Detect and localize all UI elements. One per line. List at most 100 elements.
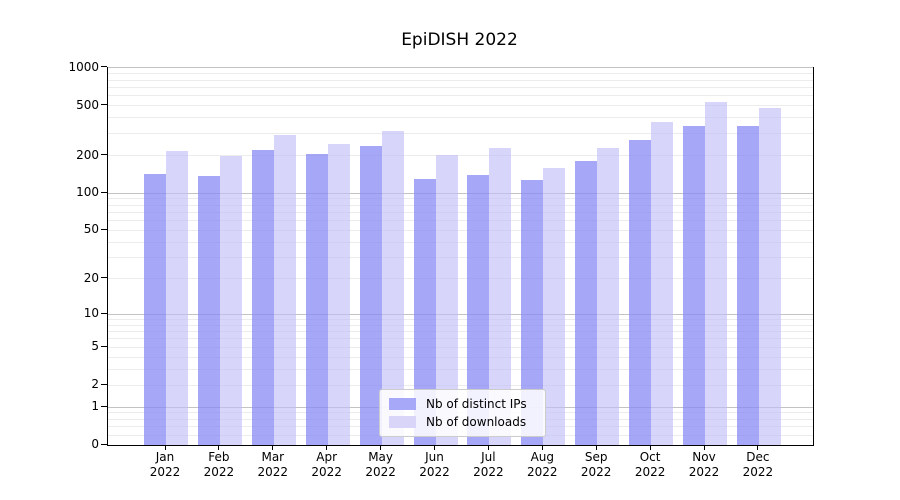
plot-area: Nb of distinct IPs Nb of downloads [107,67,814,446]
bar-sep-distinct-ips [575,161,598,445]
x-tick-month: Oct [639,450,661,464]
bar-nov-downloads [705,101,727,445]
gridline-major [108,192,813,194]
x-tick-label-jun: Jun 2022 [400,450,470,480]
x-tick-mark [380,445,382,450]
gridline-minor [108,204,813,206]
legend-item-downloads: Nb of downloads [389,415,536,429]
y-tick-mark [101,104,107,106]
gridline-minor [108,368,813,370]
x-tick-label-nov: Nov 2022 [669,450,739,480]
gridline-major [108,67,813,69]
legend-item-distinct-ips: Nb of distinct IPs [389,397,536,411]
x-tick-mark [218,445,220,450]
gridline-minor [108,117,813,119]
bar-nov-distinct-ips [683,125,705,445]
gridline-minor [108,73,813,75]
x-tick-label-may: May 2022 [346,450,416,480]
y-tick-mark [101,345,107,347]
bar-jan-distinct-ips [144,173,166,445]
bar-jan-downloads [166,151,188,445]
x-tick-month: Aug [530,450,555,464]
gridline-minor [108,338,813,340]
y-tick-mark [101,312,107,314]
y-tick-label-0: 0 [91,437,99,451]
gridline-minor [108,229,813,231]
x-tick-year: 2022 [688,465,720,479]
x-tick-label-jul: Jul 2022 [453,450,523,480]
x-tick-month: Mar [261,450,285,464]
x-tick-month: Dec [746,450,770,464]
x-tick-label-aug: Aug 2022 [507,450,577,480]
gridline-minor [108,331,813,333]
y-tick-label-5: 5 [91,339,99,354]
x-tick-label-sep: Sep 2022 [561,450,631,480]
x-tick-month: Feb [208,450,230,464]
gridline-minor [108,79,813,81]
x-tick-label-jan: Jan 2022 [130,450,200,480]
gridline-minor [108,278,813,280]
gridline-minor [108,105,813,107]
gridline-minor [108,257,813,259]
bar-jul-downloads [489,148,512,445]
bar-feb-distinct-ips [197,176,220,445]
y-tick-mark [101,383,107,385]
bar-jul-distinct-ips [467,174,490,445]
x-tick-mark [326,445,328,450]
legend-swatch-distinct-ips [389,398,416,410]
x-tick-mark [434,445,435,450]
x-tick-label-dec: Dec 2022 [723,450,793,480]
gridline-minor [108,241,813,243]
x-tick-mark [595,445,597,450]
bar-apr-downloads [327,143,350,445]
x-tick-month: Nov [692,450,716,464]
bar-mar-distinct-ips [251,149,274,445]
bar-apr-distinct-ips [305,154,328,445]
gridline-minor [108,346,813,348]
x-tick-year: 2022 [203,465,235,479]
bar-feb-downloads [219,156,242,445]
x-tick-year: 2022 [527,465,558,479]
x-tick-year: 2022 [473,465,504,479]
x-tick-month: Jan [155,450,175,464]
bar-jun-downloads [435,155,458,445]
x-tick-month: Sep [584,450,608,464]
gridline-minor [108,133,813,135]
gridline-minor [108,86,813,88]
y-tick-label-500: 500 [76,97,99,112]
x-tick-mark [703,445,705,450]
gridline-minor [108,95,813,97]
x-tick-mark [649,445,651,450]
bar-oct-distinct-ips [629,140,652,445]
chart-title: EpiDISH 2022 [401,30,518,50]
bar-dec-downloads [758,107,781,445]
y-tick-mark [101,191,107,193]
x-tick-month: May [368,450,393,464]
x-tick-mark [487,445,489,450]
legend-swatch-downloads [389,416,416,428]
y-tick-label-50: 50 [83,222,99,237]
gridline-minor [108,220,813,222]
x-tick-year: 2022 [742,465,774,479]
gridline-minor [108,211,813,213]
x-tick-label-oct: Oct 2022 [615,450,685,480]
y-tick-mark [101,443,107,445]
gridline-minor [108,318,813,320]
bar-aug-downloads [543,168,566,445]
x-tick-month: Jun [425,450,444,464]
y-tick-label-1000: 1000 [68,59,99,74]
x-tick-label-apr: Apr 2022 [292,450,362,480]
bars-layer [108,68,813,445]
legend-label-distinct-ips: Nb of distinct IPs [426,397,527,411]
x-tick-year: 2022 [149,465,181,479]
x-tick-mark [757,445,759,450]
bar-oct-downloads [651,121,674,445]
y-tick-mark [101,277,107,279]
x-tick-month: Jul [481,450,496,464]
bar-mar-downloads [273,135,296,445]
x-tick-year: 2022 [365,465,396,479]
bar-may-distinct-ips [359,145,382,445]
x-tick-label-mar: Mar 2022 [238,450,308,480]
bar-dec-distinct-ips [736,125,759,445]
